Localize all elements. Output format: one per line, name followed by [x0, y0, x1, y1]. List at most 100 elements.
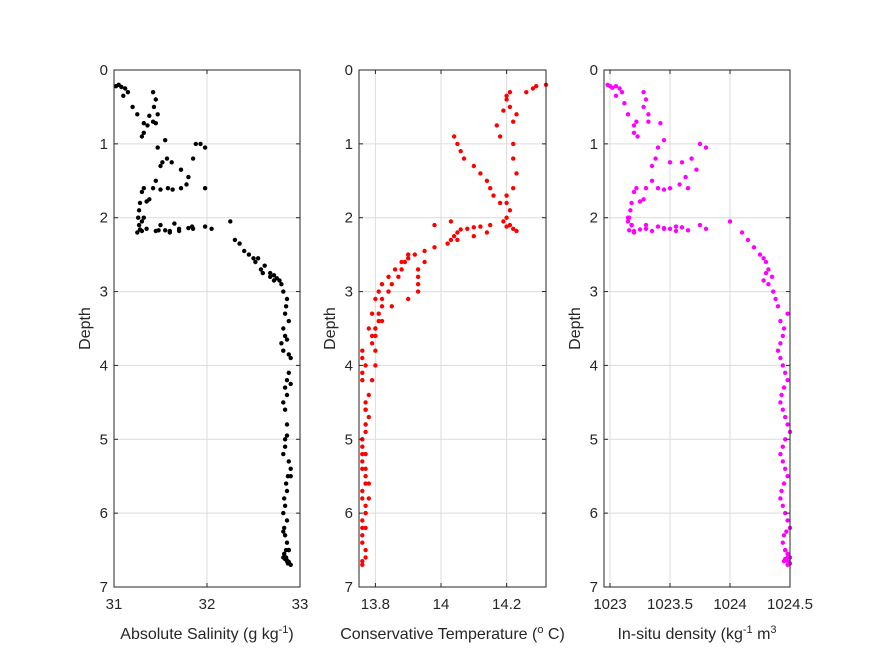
data-point — [284, 422, 290, 427]
data-point — [246, 252, 252, 257]
data-point — [184, 182, 189, 187]
data-point — [507, 222, 513, 228]
data-point — [135, 112, 140, 117]
data-point — [253, 259, 258, 265]
data-point — [781, 533, 787, 538]
x-tick-label: 14 — [433, 596, 450, 613]
data-point — [613, 84, 619, 89]
data-point — [366, 414, 371, 420]
data-point — [281, 326, 286, 331]
data-point — [258, 267, 264, 272]
data-point — [279, 341, 284, 346]
data-point — [649, 228, 655, 234]
data-point — [634, 119, 639, 124]
data-point — [282, 333, 288, 339]
data-point — [139, 189, 145, 195]
data-point — [288, 381, 293, 387]
y-tick-label: 4 — [100, 357, 108, 374]
y-tick-label: 6 — [345, 505, 353, 522]
data-point — [282, 551, 287, 556]
data-point — [376, 311, 381, 316]
data-point — [785, 422, 790, 427]
data-point — [629, 222, 634, 228]
data-point — [178, 167, 184, 172]
data-point — [781, 481, 787, 486]
data-point — [363, 481, 368, 486]
data-point — [757, 252, 763, 257]
data-point — [363, 422, 368, 427]
data-point — [448, 219, 454, 224]
x-axis-label: Conservative Temperature (o C) — [340, 624, 565, 643]
data-point — [363, 510, 368, 516]
data-point — [136, 215, 141, 220]
data-point — [281, 400, 286, 405]
y-tick-label: 3 — [100, 284, 108, 301]
data-point — [451, 134, 457, 139]
data-point — [661, 225, 667, 231]
data-point — [780, 459, 785, 464]
data-point — [363, 451, 368, 457]
y-tick-label: 4 — [590, 357, 598, 374]
data-point — [363, 547, 368, 553]
data-point — [703, 226, 709, 231]
data-point — [360, 355, 365, 361]
data-point — [136, 222, 142, 228]
data-point — [451, 234, 457, 239]
data-point — [637, 227, 643, 232]
data-point — [360, 444, 365, 449]
data-point — [209, 226, 214, 231]
data-point — [683, 174, 688, 180]
data-point — [282, 407, 288, 412]
data-point — [376, 318, 381, 324]
data-point — [667, 160, 673, 165]
x-tick-label: 14.2 — [492, 596, 521, 613]
x-axis-label-part: C) — [543, 626, 564, 643]
x-tick-label: 13.8 — [361, 596, 390, 613]
data-point — [783, 437, 788, 442]
data-point — [284, 518, 290, 523]
data-point — [147, 113, 152, 119]
y-axis-label: Depth — [322, 307, 339, 350]
data-point — [363, 503, 368, 508]
data-point — [284, 337, 290, 342]
data-point — [145, 123, 150, 128]
data-point — [150, 119, 156, 124]
data-point — [785, 311, 790, 316]
data-point — [281, 529, 286, 534]
data-point — [422, 259, 427, 265]
data-point — [673, 224, 679, 229]
y-tick-label: 5 — [590, 431, 598, 448]
x-axis-label-part: In-situ density (kg — [617, 626, 742, 643]
x-axis-label: Absolute Salinity (g kg-1) — [120, 624, 293, 643]
data-point — [286, 559, 291, 565]
data-point — [783, 466, 788, 471]
data-point — [251, 256, 256, 261]
data-point — [363, 474, 368, 479]
data-point — [494, 123, 499, 128]
data-point — [282, 525, 287, 531]
data-point — [186, 225, 191, 231]
data-point — [141, 186, 146, 191]
data-point — [685, 228, 691, 233]
data-point — [497, 200, 503, 206]
data-point — [610, 85, 615, 90]
data-point — [153, 97, 158, 102]
data-point — [646, 112, 651, 117]
data-point — [366, 481, 371, 486]
data-point — [360, 370, 365, 375]
data-point — [136, 208, 142, 213]
data-point — [631, 130, 637, 135]
data-point — [478, 224, 483, 229]
data-point — [153, 178, 158, 183]
data-point — [281, 451, 286, 457]
data-point — [281, 289, 286, 294]
data-point — [167, 228, 172, 234]
data-point — [369, 311, 375, 316]
data-point — [286, 459, 291, 464]
data-point — [160, 160, 165, 165]
data-point — [766, 282, 771, 287]
data-point — [286, 318, 291, 324]
data-point — [471, 163, 476, 169]
data-point — [141, 121, 146, 126]
data-point — [150, 186, 156, 191]
